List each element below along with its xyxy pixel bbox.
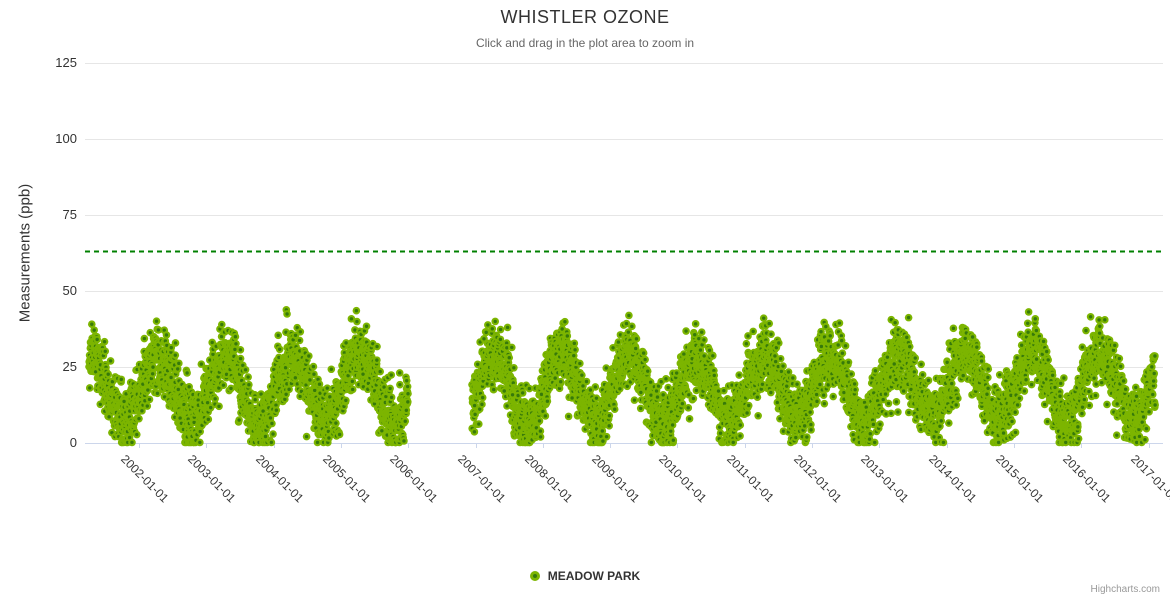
chart-subtitle: Click and drag in the plot area to zoom … (475, 36, 695, 50)
highcharts-credit-link[interactable]: Highcharts.com (1090, 584, 1160, 595)
y-axis-tick-label: 75 (62, 207, 77, 222)
y-axis-tick-label: 25 (62, 359, 77, 374)
legend-label: MEADOW PARK (547, 569, 641, 583)
series-marker-center-icon (532, 574, 537, 578)
y-axis-tick-label: 0 (69, 435, 77, 450)
y-axis-tick-label: 125 (55, 55, 77, 70)
y-axis-tick-label: 50 (62, 283, 77, 298)
series-marker-icon (529, 571, 540, 581)
y-axis-tick-label: 100 (55, 131, 77, 146)
chart-title: WHISTLER OZONE (500, 7, 670, 27)
y-axis-title: Measurements (ppb) (16, 183, 34, 323)
legend-item-meadow-park[interactable]: MEADOW PARK (0, 569, 1170, 583)
